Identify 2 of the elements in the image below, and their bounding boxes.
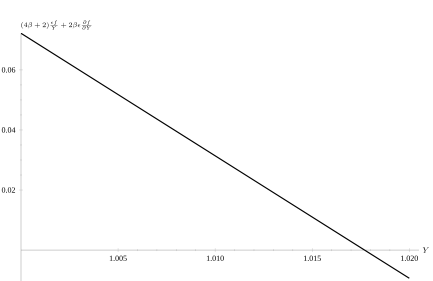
y-axis-title: $(4\beta+2)\frac{\epsilon f}{Y}+2\beta\epsilon\frac{\partial f}{\partial Y}$ — [21, 20, 92, 30]
x-axis-title: $Y$ — [422, 247, 429, 253]
